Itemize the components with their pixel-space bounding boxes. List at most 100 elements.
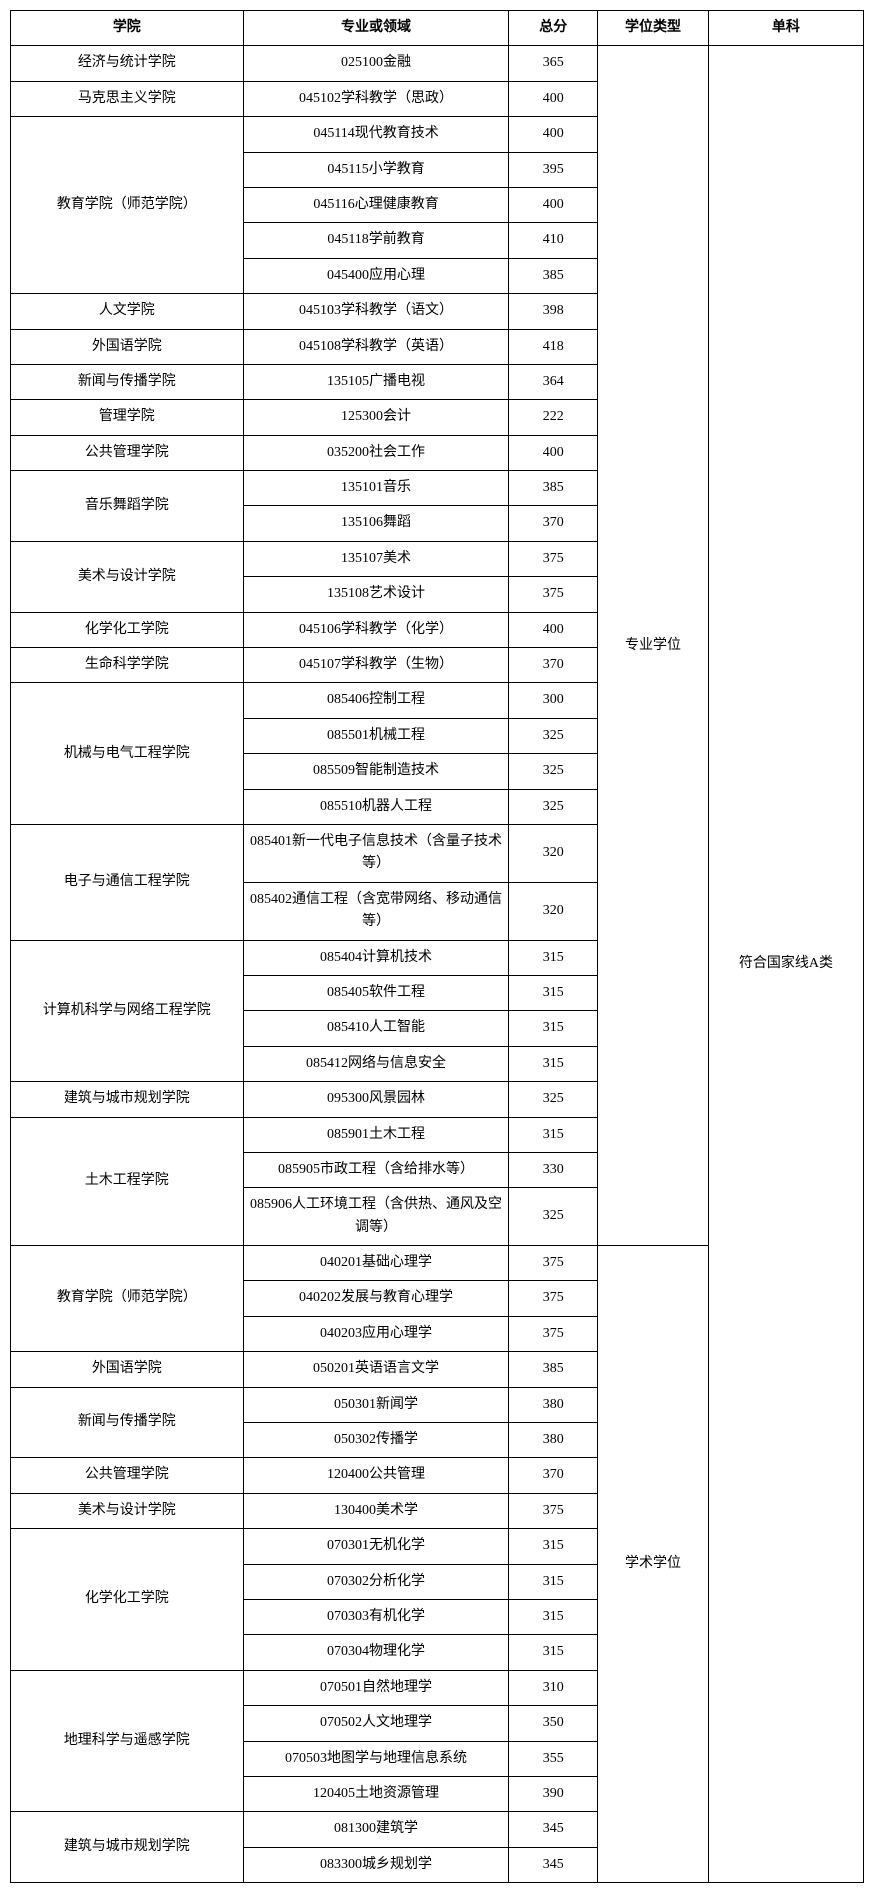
major-cell: 045103学科教学（语文）	[243, 294, 509, 329]
major-cell: 081300建筑学	[243, 1812, 509, 1847]
header-type: 学位类型	[598, 11, 709, 46]
score-cell: 320	[509, 882, 598, 940]
admissions-score-table: 学院 专业或领域 总分 学位类型 单科 经济与统计学院025100金融365专业…	[10, 10, 864, 1883]
major-cell: 040201基础心理学	[243, 1246, 509, 1281]
score-cell: 320	[509, 824, 598, 882]
college-cell: 美术与设计学院	[11, 1493, 244, 1528]
major-cell: 130400美术学	[243, 1493, 509, 1528]
college-cell: 教育学院（师范学院）	[11, 1246, 244, 1352]
score-cell: 410	[509, 223, 598, 258]
major-cell: 050301新闻学	[243, 1387, 509, 1422]
major-cell: 135106舞蹈	[243, 506, 509, 541]
major-cell: 045115小学教育	[243, 152, 509, 187]
table-row: 经济与统计学院025100金融365专业学位符合国家线A类	[11, 46, 864, 81]
score-cell: 315	[509, 940, 598, 975]
score-cell: 310	[509, 1670, 598, 1705]
college-cell: 电子与通信工程学院	[11, 824, 244, 940]
score-cell: 385	[509, 471, 598, 506]
major-cell: 085406控制工程	[243, 683, 509, 718]
major-cell: 040203应用心理学	[243, 1316, 509, 1351]
major-cell: 085412网络与信息安全	[243, 1046, 509, 1081]
score-cell: 400	[509, 117, 598, 152]
major-cell: 135101音乐	[243, 471, 509, 506]
score-cell: 385	[509, 258, 598, 293]
major-cell: 045106学科教学（化学）	[243, 612, 509, 647]
score-cell: 355	[509, 1741, 598, 1776]
degree-type-cell: 学术学位	[598, 1246, 709, 1883]
college-cell: 人文学院	[11, 294, 244, 329]
score-cell: 315	[509, 1564, 598, 1599]
major-cell: 085410人工智能	[243, 1011, 509, 1046]
major-cell: 085501机械工程	[243, 718, 509, 753]
score-cell: 330	[509, 1152, 598, 1187]
score-cell: 315	[509, 1011, 598, 1046]
score-cell: 398	[509, 294, 598, 329]
major-cell: 125300会计	[243, 400, 509, 435]
major-cell: 070301无机化学	[243, 1529, 509, 1564]
score-cell: 315	[509, 1117, 598, 1152]
score-cell: 315	[509, 1635, 598, 1670]
major-cell: 085405软件工程	[243, 975, 509, 1010]
major-cell: 025100金融	[243, 46, 509, 81]
score-cell: 345	[509, 1847, 598, 1882]
score-cell: 375	[509, 577, 598, 612]
score-cell: 400	[509, 187, 598, 222]
college-cell: 计算机科学与网络工程学院	[11, 940, 244, 1082]
major-cell: 085905市政工程（含给排水等）	[243, 1152, 509, 1187]
score-cell: 315	[509, 975, 598, 1010]
score-cell: 380	[509, 1387, 598, 1422]
score-cell: 400	[509, 81, 598, 116]
score-cell: 365	[509, 46, 598, 81]
major-cell: 045107学科教学（生物）	[243, 648, 509, 683]
score-cell: 325	[509, 754, 598, 789]
score-cell: 325	[509, 789, 598, 824]
score-cell: 315	[509, 1599, 598, 1634]
major-cell: 035200社会工作	[243, 435, 509, 470]
header-score: 总分	[509, 11, 598, 46]
score-cell: 418	[509, 329, 598, 364]
major-cell: 045114现代教育技术	[243, 117, 509, 152]
score-cell: 385	[509, 1352, 598, 1387]
college-cell: 经济与统计学院	[11, 46, 244, 81]
major-cell: 085404计算机技术	[243, 940, 509, 975]
score-cell: 395	[509, 152, 598, 187]
major-cell: 045102学科教学（思政）	[243, 81, 509, 116]
major-cell: 120405土地资源管理	[243, 1776, 509, 1811]
header-major: 专业或领域	[243, 11, 509, 46]
college-cell: 化学化工学院	[11, 612, 244, 647]
major-cell: 070303有机化学	[243, 1599, 509, 1634]
major-cell: 085901土木工程	[243, 1117, 509, 1152]
major-cell: 050201英语语言文学	[243, 1352, 509, 1387]
college-cell: 公共管理学院	[11, 435, 244, 470]
college-cell: 生命科学学院	[11, 648, 244, 683]
major-cell: 070304物理化学	[243, 1635, 509, 1670]
major-cell: 085510机器人工程	[243, 789, 509, 824]
score-cell: 222	[509, 400, 598, 435]
college-cell: 美术与设计学院	[11, 541, 244, 612]
table-header-row: 学院 专业或领域 总分 学位类型 单科	[11, 11, 864, 46]
major-cell: 070503地图学与地理信息系统	[243, 1741, 509, 1776]
score-cell: 350	[509, 1706, 598, 1741]
major-cell: 085402通信工程（含宽带网络、移动通信等）	[243, 882, 509, 940]
score-cell: 300	[509, 683, 598, 718]
score-cell: 325	[509, 1082, 598, 1117]
major-cell: 085906人工环境工程（含供热、通风及空调等）	[243, 1188, 509, 1246]
score-cell: 375	[509, 1493, 598, 1528]
single-subject-cell: 符合国家线A类	[708, 46, 863, 1883]
score-cell: 400	[509, 435, 598, 470]
college-cell: 土木工程学院	[11, 1117, 244, 1246]
major-cell: 045116心理健康教育	[243, 187, 509, 222]
score-cell: 390	[509, 1776, 598, 1811]
score-cell: 315	[509, 1046, 598, 1081]
score-cell: 325	[509, 718, 598, 753]
college-cell: 机械与电气工程学院	[11, 683, 244, 825]
college-cell: 新闻与传播学院	[11, 364, 244, 399]
score-cell: 364	[509, 364, 598, 399]
score-cell: 375	[509, 541, 598, 576]
degree-type-cell: 专业学位	[598, 46, 709, 1246]
major-cell: 083300城乡规划学	[243, 1847, 509, 1882]
major-cell: 085509智能制造技术	[243, 754, 509, 789]
major-cell: 135107美术	[243, 541, 509, 576]
major-cell: 120400公共管理	[243, 1458, 509, 1493]
header-college: 学院	[11, 11, 244, 46]
